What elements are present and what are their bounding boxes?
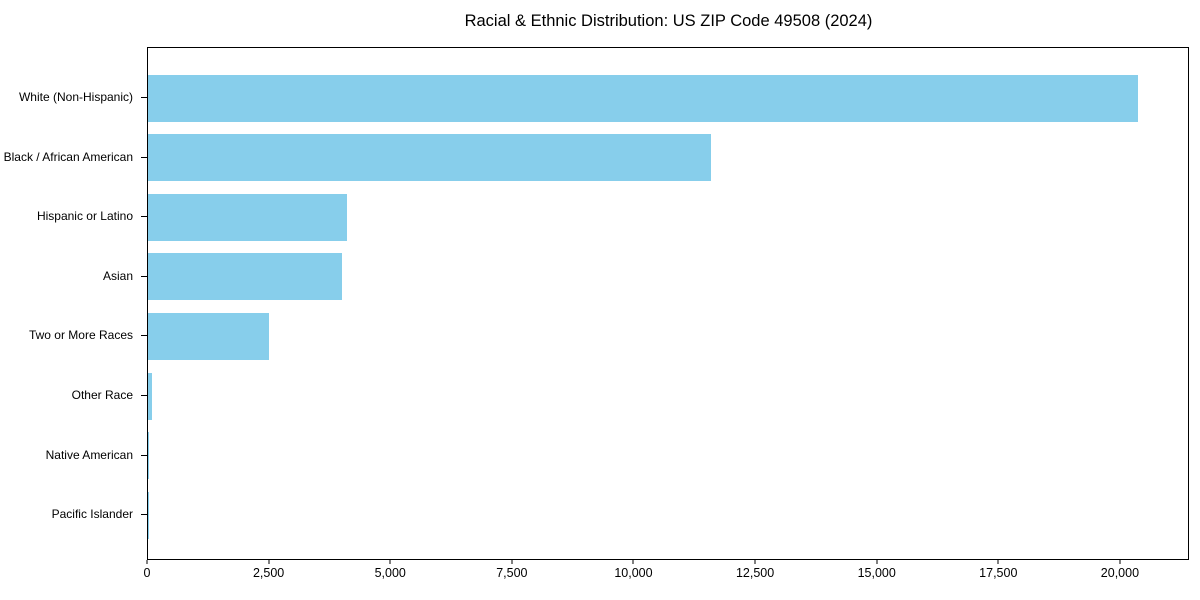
y-axis-label: Asian <box>102 268 133 283</box>
y-axis-label: Other Race <box>71 388 133 402</box>
x-tick-mark <box>997 560 999 564</box>
y-tick-mark <box>141 514 147 516</box>
y-tick-mark <box>141 97 147 98</box>
y-tick-mark <box>141 335 147 337</box>
y-axis-label: Hispanic or Latino <box>36 209 133 224</box>
x-tick-label: 0 <box>143 566 151 580</box>
bar <box>148 253 343 301</box>
x-tick-mark <box>754 560 756 564</box>
y-axis-label: Two or More Races <box>28 328 133 343</box>
y-tick-mark <box>141 156 147 158</box>
y-axis: White (Non-Hispanic) Black / African Amer… <box>0 47 140 560</box>
bar <box>148 432 150 480</box>
y-axis-label: Black / African American <box>3 149 133 164</box>
x-tick-mark <box>389 560 391 564</box>
y-axis-label: White (Non-Hispanic) <box>18 90 133 104</box>
bar <box>148 312 270 360</box>
x-tick-label: 10,000 <box>614 566 653 580</box>
y-axis-label: Native American <box>45 447 133 462</box>
bar <box>148 193 348 241</box>
x-tick-mark <box>146 560 148 564</box>
x-tick-label: 5,000 <box>374 566 406 580</box>
x-tick-mark <box>1119 560 1121 564</box>
y-axis-label: Pacific Islander <box>51 507 133 522</box>
bar <box>148 134 712 182</box>
y-tick-mark <box>141 216 147 218</box>
bar <box>148 74 1139 122</box>
x-tick-mark <box>876 560 878 564</box>
chart-title: Racial & Ethnic Distribution: US ZIP Cod… <box>464 12 873 30</box>
plot-area <box>147 47 1189 560</box>
x-axis: 0 2,500 5,000 7,500 10,000 12,500 15,000 17,500… <box>143 560 1189 590</box>
y-tick-mark <box>141 275 147 277</box>
x-tick-label: 17,500 <box>979 566 1018 580</box>
x-tick-label: 12,500 <box>735 566 775 580</box>
x-tick-label: 2,500 <box>252 566 285 580</box>
x-tick-mark <box>268 560 270 564</box>
y-tick-mark <box>141 454 147 456</box>
bar <box>148 372 152 420</box>
y-tick-mark <box>141 395 147 396</box>
x-tick-mark <box>632 560 634 564</box>
x-tick-mark <box>511 560 513 564</box>
x-tick-label: 15,000 <box>857 566 896 580</box>
x-tick-label: 20,000 <box>1100 566 1140 580</box>
x-tick-label: 7,500 <box>496 566 528 580</box>
